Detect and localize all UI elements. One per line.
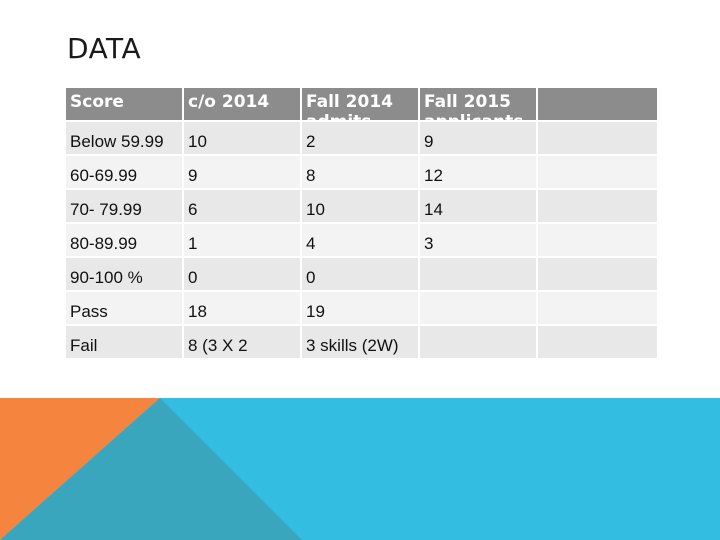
slide-title: DATA [67, 32, 142, 65]
table-cell: 1 [182, 222, 302, 258]
table-cell [418, 290, 538, 326]
header-cell: c/o 2014 [182, 86, 302, 122]
table-cell: 18 [182, 290, 302, 326]
table-cell: 14 [418, 188, 538, 224]
table-row: Fail 8 (3 X 2 academic) 3 skills (2W) [64, 324, 659, 360]
table-cell: Below 59.99 [64, 120, 184, 156]
table-cell [536, 120, 659, 156]
table-cell: 70- 79.99 [64, 188, 184, 224]
table-cell: 0 [182, 256, 302, 292]
table-cell: 9 [418, 120, 538, 156]
table-cell [418, 324, 538, 360]
table-cell [536, 290, 659, 326]
table-row: Pass 18 19 [64, 290, 659, 326]
table-cell [536, 188, 659, 224]
table-cell: 10 [300, 188, 420, 224]
orange-band-shape [0, 398, 160, 540]
table-cell: 60-69.99 [64, 154, 184, 190]
table-cell: 4 [300, 222, 420, 258]
table-cell: 0 [300, 256, 420, 292]
header-cell: Fall 2015 applicants [418, 86, 538, 122]
table-row: 80-89.99 1 4 3 [64, 222, 659, 258]
table-cell: 6 [182, 188, 302, 224]
table-cell: 19 [300, 290, 420, 326]
table-row: 60-69.99 9 8 12 [64, 154, 659, 190]
header-cell: Fall 2014 admits [300, 86, 420, 122]
table-row: Below 59.99 10 2 9 [64, 120, 659, 156]
table-cell: 3 skills (2W) [300, 324, 420, 360]
table-cell: Fail [64, 324, 184, 360]
table-cell: Pass [64, 290, 184, 326]
table-cell: 3 [418, 222, 538, 258]
table-cell [536, 256, 659, 292]
table-cell [536, 324, 659, 360]
table-cell: 9 [182, 154, 302, 190]
decorative-band [0, 398, 720, 540]
table-cell: 2 [300, 120, 420, 156]
data-table: Score c/o 2014 Fall 2014 admits Fall 201… [64, 86, 659, 360]
table-cell: 8 [300, 154, 420, 190]
table-row: 90-100 % 0 0 [64, 256, 659, 292]
table-cell: 12 [418, 154, 538, 190]
table-cell: 90-100 % [64, 256, 184, 292]
table-cell [536, 222, 659, 258]
table-cell: 80-89.99 [64, 222, 184, 258]
header-cell [536, 86, 659, 122]
table-row: 70- 79.99 6 10 14 [64, 188, 659, 224]
table-cell: 10 [182, 120, 302, 156]
table-header-row: Score c/o 2014 Fall 2014 admits Fall 201… [64, 86, 659, 122]
table-cell [536, 154, 659, 190]
table-cell: 8 (3 X 2 academic) [182, 324, 302, 360]
header-cell: Score [64, 86, 184, 122]
table-cell [418, 256, 538, 292]
